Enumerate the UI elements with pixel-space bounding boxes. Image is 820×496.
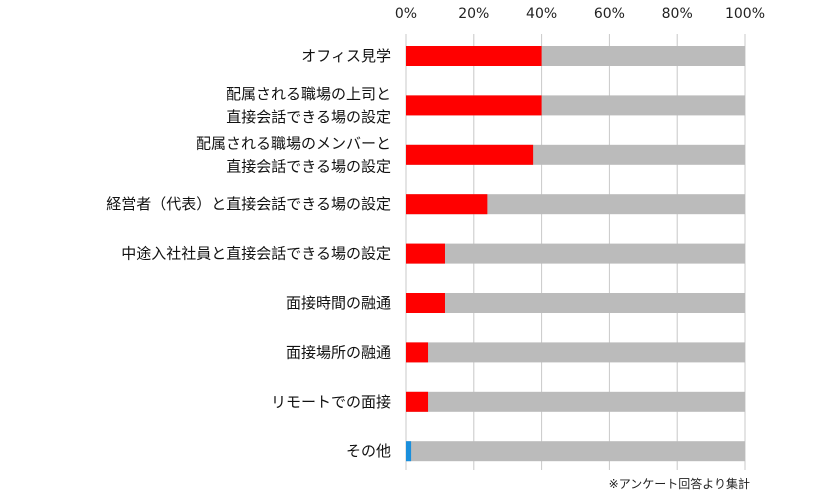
- bar-remainder: [406, 293, 745, 313]
- bar-value: [406, 441, 412, 462]
- category-label: 面接場所の融通: [286, 343, 391, 361]
- bar-value: [406, 391, 429, 412]
- x-tick-label: 100%: [725, 6, 765, 22]
- bar-value: [406, 194, 488, 215]
- category-label: 中途入社社員と直接会話できる場の設定: [121, 245, 391, 263]
- category-label: オフィス見学: [301, 47, 391, 65]
- category-label: 配属される職場のメンバーと: [196, 134, 391, 152]
- x-tick-label: 40%: [526, 6, 557, 22]
- bars: [406, 46, 745, 462]
- category-label: 配属される職場の上司と: [226, 85, 391, 103]
- bar-value: [406, 95, 542, 116]
- x-axis-ticks: 0% 20% 40% 60% 80% 100%: [395, 6, 765, 22]
- bar-value: [406, 144, 534, 165]
- category-labels: オフィス見学配属される職場の上司と直接会話できる場の設定配属される職場のメンバー…: [106, 47, 391, 460]
- bar-remainder: [406, 342, 745, 363]
- x-tick-label: 0%: [395, 6, 417, 22]
- x-tick-label: 60%: [594, 6, 625, 22]
- bar-remainder: [406, 391, 745, 412]
- x-tick-label: 80%: [662, 6, 693, 22]
- bar-remainder: [406, 441, 745, 462]
- bar-remainder: [406, 194, 745, 215]
- category-label: 直接会話できる場の設定: [226, 108, 391, 126]
- category-label: その他: [346, 442, 391, 460]
- x-tick-label: 20%: [458, 6, 489, 22]
- bar-value: [406, 46, 542, 66]
- category-label: 直接会話できる場の設定: [226, 157, 391, 175]
- bar-remainder: [406, 243, 745, 264]
- source-note: ※アンケート回答より集計: [609, 476, 750, 491]
- category-label: リモートでの面接: [271, 393, 391, 411]
- category-label: 経営者（代表）と直接会話できる場の設定: [106, 195, 391, 213]
- category-label: 面接時間の融通: [286, 294, 391, 312]
- bar-value: [406, 342, 429, 363]
- bar-value: [406, 243, 445, 264]
- bar-value: [406, 293, 445, 313]
